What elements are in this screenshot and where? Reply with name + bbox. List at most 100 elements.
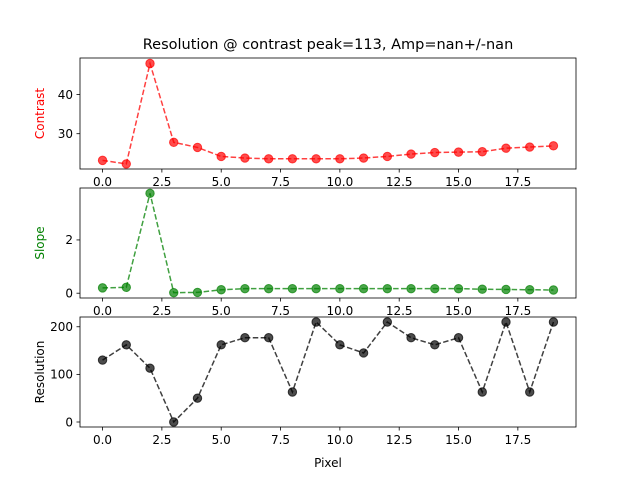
resolution-x-tick-label: 7.5	[271, 433, 290, 447]
slope-point	[192, 287, 203, 298]
contrast-x-tick-label: 17.5	[504, 175, 531, 189]
contrast-y-tick-label: 30	[58, 127, 73, 141]
contrast-point	[287, 154, 298, 164]
contrast-x-tick-label: 10.0	[327, 175, 354, 189]
contrast-x-tick-label: 15.0	[445, 175, 472, 189]
slope-point	[525, 285, 535, 295]
contrast-point	[430, 147, 440, 158]
slope-point	[240, 283, 250, 294]
resolution-panel: 0.0 2.5 5.0 7.5 10.0 12.5 15.0 17.5 0 100 200Resol…	[33, 316, 577, 447]
slope-x-tick-label: 17.5	[504, 304, 531, 318]
resolution-y-tick-label: 0	[65, 415, 73, 429]
slope-point	[169, 287, 179, 298]
resolution-x-tick-label: 17.5	[504, 433, 531, 447]
resolution-point	[525, 387, 535, 397]
contrast-point	[406, 149, 416, 159]
slope-point	[97, 283, 108, 293]
contrast-point	[453, 147, 464, 157]
slope-point	[311, 283, 321, 294]
chart-title: Resolution @ contrast peak=113, Amp=nan+…	[143, 37, 514, 53]
slope-point	[406, 283, 416, 294]
slope-panel: 0.0 2.5 5.0 7.5 10.0 12.5 15.0 17.5 0 2 Slope	[33, 187, 577, 318]
resolution-point	[97, 355, 108, 365]
contrast-x-tick-label: 7.5	[271, 175, 290, 189]
slope-point	[382, 283, 393, 294]
contrast-point	[145, 58, 155, 69]
x-axis-label: Pixel	[314, 456, 342, 470]
contrast-x-tick-label: 5.0	[212, 175, 231, 189]
resolution-x-tick-label: 5.0	[212, 433, 231, 447]
resolution-point	[145, 363, 155, 373]
resolution-point	[240, 333, 250, 343]
resolution-point	[453, 333, 464, 343]
slope-x-tick-label: 7.5	[271, 304, 290, 318]
contrast-point	[192, 142, 203, 153]
slope-y-axis-label: Slope	[33, 226, 47, 259]
resolution-point	[287, 387, 298, 397]
contrast-point	[216, 151, 226, 162]
resolution-y-tick-label: 200	[50, 320, 73, 334]
slope-point	[263, 283, 274, 294]
contrast-point	[382, 151, 393, 162]
slope-x-tick-label: 15.0	[445, 304, 472, 318]
contrast-point	[548, 141, 559, 151]
resolution-point	[335, 340, 345, 350]
resolution-point	[192, 393, 203, 403]
resolution-point	[501, 317, 511, 327]
slope-y-tick-label: 0	[65, 287, 73, 301]
slope-x-tick-label: 12.5	[386, 304, 413, 318]
slope-x-tick-label: 2.5	[152, 304, 171, 318]
slope-x-tick-label: 10.0	[327, 304, 354, 318]
slope-point	[335, 283, 345, 294]
resolution-point	[477, 387, 487, 397]
contrast-point	[501, 143, 511, 153]
contrast-point	[121, 159, 131, 169]
contrast-y-axis-label: Contrast	[33, 88, 47, 140]
contrast-point	[311, 154, 321, 164]
resolution-point	[169, 417, 179, 427]
resolution-series-line	[102, 319, 555, 424]
slope-x-tick-label: 0.0	[93, 304, 112, 318]
resolution-point	[430, 340, 440, 350]
resolution-point	[263, 333, 274, 343]
contrast-point	[477, 147, 487, 157]
resolution-x-tick-label: 15.0	[445, 433, 472, 447]
resolution-x-tick-label: 12.5	[386, 433, 413, 447]
slope-point	[430, 283, 440, 294]
resolution-point	[382, 317, 393, 327]
contrast-point	[358, 153, 369, 163]
resolution-y-axis-label: Resolution	[33, 341, 47, 404]
contrast-point	[525, 142, 535, 152]
resolution-point	[358, 348, 369, 358]
contrast-x-tick-label: 2.5	[152, 175, 171, 189]
slope-point	[501, 284, 511, 295]
contrast-x-tick-label: 0.0	[93, 175, 112, 189]
resolution-point	[216, 340, 226, 350]
resolution-plot-frame	[79, 316, 577, 428]
slope-x-tick-label: 5.0	[212, 304, 231, 318]
resolution-point	[548, 317, 559, 327]
resolution-point	[406, 333, 416, 343]
slope-y-tick-label: 2	[65, 233, 73, 247]
contrast-plot-frame	[79, 57, 577, 170]
slope-point	[145, 188, 155, 199]
contrast-point	[335, 154, 345, 164]
contrast-point	[263, 154, 274, 164]
resolution-x-tick-label: 0.0	[93, 433, 112, 447]
contrast-x-tick-label: 12.5	[386, 175, 413, 189]
slope-point	[121, 282, 131, 293]
slope-point	[216, 285, 226, 295]
slope-point	[548, 285, 559, 295]
contrast-point	[97, 155, 108, 166]
slope-point	[453, 283, 464, 294]
resolution-x-tick-label: 10.0	[327, 433, 354, 447]
contrast-point	[240, 153, 250, 163]
slope-point	[358, 283, 369, 294]
resolution-x-tick-label: 2.5	[152, 433, 171, 447]
slope-point	[477, 284, 487, 294]
contrast-point	[169, 137, 179, 148]
resolution-y-tick-label: 100	[50, 368, 73, 382]
resolution-point	[311, 317, 321, 327]
